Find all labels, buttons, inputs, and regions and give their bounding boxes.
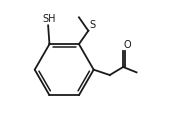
Text: SH: SH xyxy=(42,14,56,24)
Text: O: O xyxy=(124,40,132,50)
Text: S: S xyxy=(89,20,95,30)
